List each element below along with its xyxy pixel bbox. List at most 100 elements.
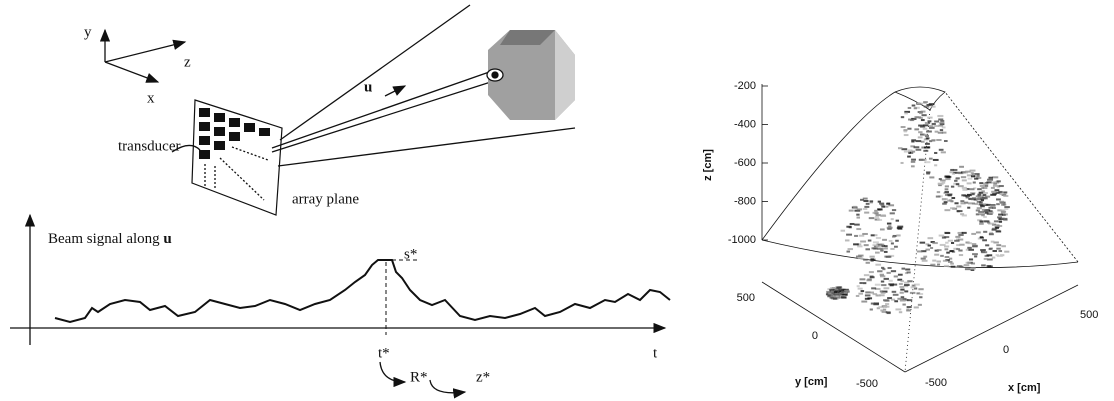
cloud-point [911, 140, 914, 142]
cloud-point [990, 205, 995, 207]
cloud-point [889, 240, 893, 242]
cloud-point [894, 300, 898, 302]
cloud-point [996, 198, 1001, 200]
cloud-point [875, 284, 881, 286]
cloud-point [904, 284, 910, 286]
cloud-point [984, 258, 988, 260]
cloud-point [883, 306, 887, 308]
cloud-point [944, 140, 948, 142]
cloud-point [962, 189, 967, 191]
cloud-point [911, 159, 916, 161]
cloud-point [867, 297, 872, 299]
cloud-point [920, 159, 925, 161]
cloud-point [873, 241, 879, 243]
cloud-point [893, 284, 897, 286]
cloud-point [865, 294, 871, 296]
cloud-point [910, 292, 916, 294]
cloud-point [863, 259, 868, 261]
cloud-point [975, 203, 978, 205]
cloud-point [954, 180, 957, 182]
cloud-point [954, 240, 959, 242]
cloud-point [898, 147, 903, 149]
signal-title: Beam signal along u [48, 231, 172, 247]
cloud-point [991, 187, 995, 189]
cloud-point [877, 208, 882, 210]
cloud-point [918, 131, 922, 133]
cloud-point [960, 200, 964, 202]
cone-rim [762, 240, 1078, 268]
cloud-point [882, 239, 887, 241]
cloud-point [929, 158, 933, 160]
cloud-point [962, 187, 967, 189]
cloud-point [885, 303, 889, 305]
cloud-point [981, 190, 984, 192]
cloud-point [890, 248, 894, 250]
cloud-point [872, 244, 878, 246]
cloud-point [904, 290, 908, 292]
cloud-point [878, 201, 881, 203]
cloud-point [907, 128, 911, 130]
cloud-point [954, 202, 958, 204]
cloud-point [976, 198, 981, 200]
plot-3d [762, 84, 1078, 372]
cloud-point [880, 290, 883, 292]
cloud-point [929, 127, 935, 129]
cloud-point [864, 244, 869, 246]
cloud-point [940, 255, 944, 257]
cloud-point [899, 286, 904, 288]
cloud-point [945, 188, 949, 190]
cloud-point [931, 139, 935, 141]
cloud-point [873, 212, 879, 214]
cloud-point [925, 143, 930, 145]
cloud-point [983, 220, 989, 222]
cloud-point [992, 257, 995, 259]
cloud-point [951, 197, 955, 199]
cloud-point [936, 139, 941, 141]
z-tick-label: -1000 [728, 234, 756, 246]
cloud-point [951, 186, 954, 188]
cloud-point [865, 291, 870, 293]
cloud-point [972, 203, 975, 205]
cloud-point [937, 115, 943, 117]
cloud-point [1004, 206, 1010, 208]
beam [272, 80, 497, 152]
cloud-point [918, 136, 923, 138]
cloud-point [924, 146, 930, 148]
cloud-point [993, 185, 998, 187]
z-tick-label: -800 [734, 195, 756, 207]
cloud-point [899, 283, 903, 285]
cloud-point [869, 200, 873, 202]
cloud-point [931, 106, 936, 108]
cloud-point [871, 292, 874, 294]
cloud-point [972, 245, 978, 247]
cloud-point [1003, 195, 1008, 197]
peak-time-label: t* [378, 345, 390, 361]
cloud-point [858, 257, 864, 259]
cloud-point [958, 250, 962, 252]
cloud-point [895, 308, 901, 310]
cloud-point [903, 298, 907, 300]
cloud-point [907, 156, 911, 158]
z-tick-label: -200 [734, 80, 756, 92]
cloud-point [1001, 245, 1006, 247]
cloud-point [941, 151, 946, 153]
cloud-point [886, 311, 891, 313]
cloud-point [877, 270, 882, 272]
cloud-point [948, 261, 953, 263]
cloud-point [997, 216, 1002, 218]
cloud-point [944, 265, 949, 267]
cloud-point [871, 234, 875, 236]
cloud-point [971, 262, 975, 264]
cloud-point [983, 231, 987, 233]
cloud-point [892, 209, 896, 211]
cloud-point [921, 141, 925, 143]
transducers [199, 108, 270, 159]
cloud-point [972, 243, 977, 245]
cloud-point [924, 106, 930, 108]
cloud-point [902, 304, 905, 306]
cloud-point [933, 159, 939, 161]
cloud-point [881, 281, 884, 283]
cloud-point [891, 218, 894, 220]
cloud-point [962, 232, 967, 234]
cloud-point [923, 256, 927, 258]
